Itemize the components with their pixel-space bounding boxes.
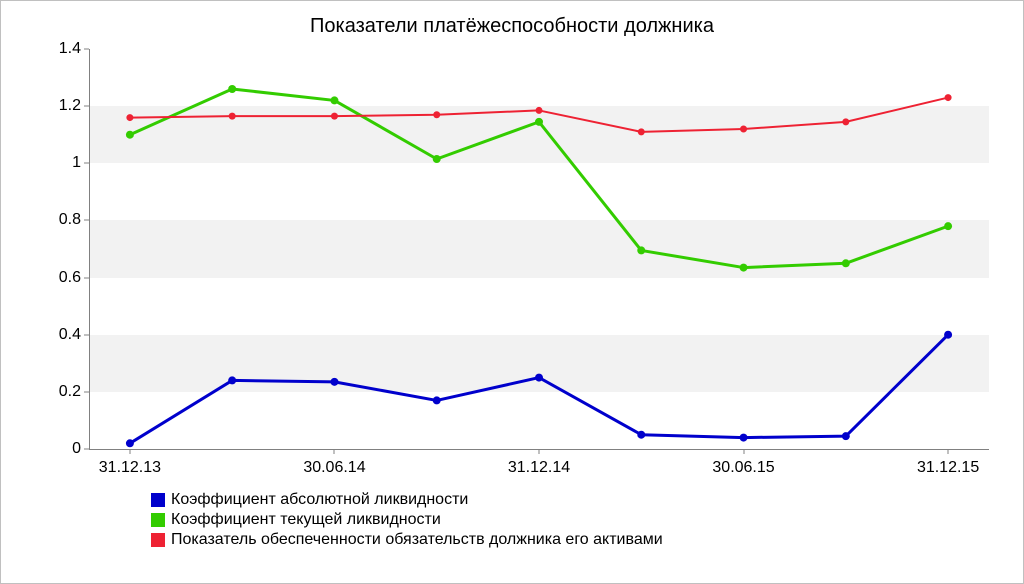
series-marker: [535, 374, 543, 382]
legend: Коэффициент абсолютной ликвидности Коэффи…: [151, 491, 663, 551]
x-tick-mark: [334, 449, 335, 454]
legend-label: Показатель обеспеченности обязательств д…: [171, 531, 663, 549]
y-tick-label: 1.4: [1, 40, 81, 58]
x-tick-label: 30.06.14: [303, 459, 365, 477]
series-lines: [89, 49, 989, 449]
legend-item: Коэффициент абсолютной ликвидности: [151, 491, 663, 509]
series-marker: [842, 432, 850, 440]
series-marker: [842, 118, 849, 125]
series-marker: [535, 118, 543, 126]
series-marker: [536, 107, 543, 114]
series-marker: [740, 434, 748, 442]
series-marker: [228, 85, 236, 93]
legend-item: Коэффициент текущей ликвидности: [151, 511, 663, 529]
chart-title: Показатели платёжеспособности должника: [1, 15, 1023, 38]
legend-swatch: [151, 493, 165, 507]
x-tick-label: 31.12.15: [917, 459, 979, 477]
series-marker: [637, 246, 645, 254]
series-marker: [433, 396, 441, 404]
series-line: [130, 98, 948, 132]
series-marker: [638, 128, 645, 135]
legend-label: Коэффициент текущей ликвидности: [171, 511, 441, 529]
legend-swatch: [151, 533, 165, 547]
x-tick-mark: [948, 449, 949, 454]
y-tick-label: 0.2: [1, 383, 81, 401]
series-marker: [740, 264, 748, 272]
series-marker: [330, 96, 338, 104]
series-marker: [433, 155, 441, 163]
y-tick-label: 0: [1, 440, 81, 458]
series-marker: [228, 376, 236, 384]
series-marker: [331, 113, 338, 120]
series-marker: [433, 111, 440, 118]
series-marker: [944, 331, 952, 339]
y-tick-label: 0.6: [1, 269, 81, 287]
legend-label: Коэффициент абсолютной ликвидности: [171, 491, 468, 509]
series-marker: [126, 131, 134, 139]
series-marker: [944, 222, 952, 230]
plot-area: [89, 49, 989, 449]
series-marker: [126, 114, 133, 121]
series-marker: [229, 113, 236, 120]
series-marker: [330, 378, 338, 386]
series-marker: [126, 439, 134, 447]
y-tick-label: 0.8: [1, 211, 81, 229]
y-tick-label: 0.4: [1, 326, 81, 344]
chart-container: Показатели платёжеспособности должника 0…: [0, 0, 1024, 584]
legend-swatch: [151, 513, 165, 527]
series-marker: [637, 431, 645, 439]
series-line: [130, 335, 948, 444]
y-tick-label: 1: [1, 154, 81, 172]
x-tick-label: 30.06.15: [712, 459, 774, 477]
y-tick-label: 1.2: [1, 97, 81, 115]
x-tick-label: 31.12.13: [99, 459, 161, 477]
x-tick-label: 31.12.14: [508, 459, 570, 477]
series-marker: [945, 94, 952, 101]
x-tick-mark: [129, 449, 130, 454]
x-tick-mark: [539, 449, 540, 454]
x-tick-mark: [743, 449, 744, 454]
series-marker: [740, 126, 747, 133]
series-marker: [842, 259, 850, 267]
legend-item: Показатель обеспеченности обязательств д…: [151, 531, 663, 549]
